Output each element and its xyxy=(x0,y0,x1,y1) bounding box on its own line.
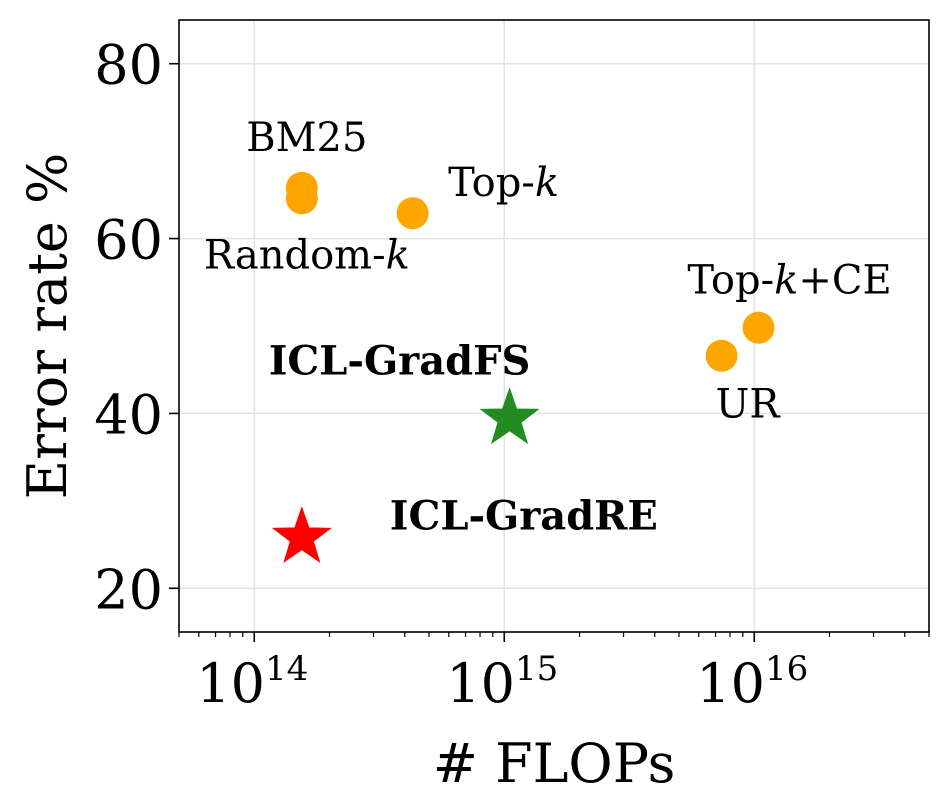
x-minor-ticks xyxy=(178,632,930,637)
point-label-ur: UR xyxy=(716,382,782,428)
y-tick-label: 80 xyxy=(94,34,163,97)
circle-marker-random-k xyxy=(285,182,318,215)
point-label-icl-gradre: ICL-GradRE xyxy=(390,493,658,540)
y-tick-label: 60 xyxy=(94,209,163,272)
x-tick-label: 1016 xyxy=(696,649,808,715)
star-marker-icl-gradfs xyxy=(479,387,540,445)
axis-ticks: 1014 1015 1016 20 40 60 80 xyxy=(94,34,808,715)
circle-marker-top-k xyxy=(396,197,429,230)
circle-marker-ur xyxy=(705,339,738,372)
grid xyxy=(179,20,929,632)
point-label-top-k: Top-k xyxy=(448,160,559,206)
point-labels: BM25 Random-k Top-k Top-k+CE UR ICL-GradFS ICL… xyxy=(204,115,892,540)
point-label-icl-gradfs: ICL-GradFS xyxy=(269,338,531,385)
star-marker-icl-gradre xyxy=(271,506,332,564)
point-label-bm25: BM25 xyxy=(246,115,367,161)
y-tick-label: 20 xyxy=(94,558,163,621)
y-axis-title: Error rate % xyxy=(16,153,79,500)
x-tick-label: 1014 xyxy=(196,649,308,715)
y-tick-label: 40 xyxy=(94,383,163,446)
plot-frame xyxy=(178,19,930,633)
data-points xyxy=(271,171,775,564)
x-axis-title: # FLOPs xyxy=(433,732,676,795)
circle-marker-top-k-ce xyxy=(742,311,775,344)
x-tick-label: 1015 xyxy=(446,649,558,715)
point-label-random-k: Random-k xyxy=(204,232,410,278)
point-label-top-k-ce: Top-k+CE xyxy=(687,258,891,304)
